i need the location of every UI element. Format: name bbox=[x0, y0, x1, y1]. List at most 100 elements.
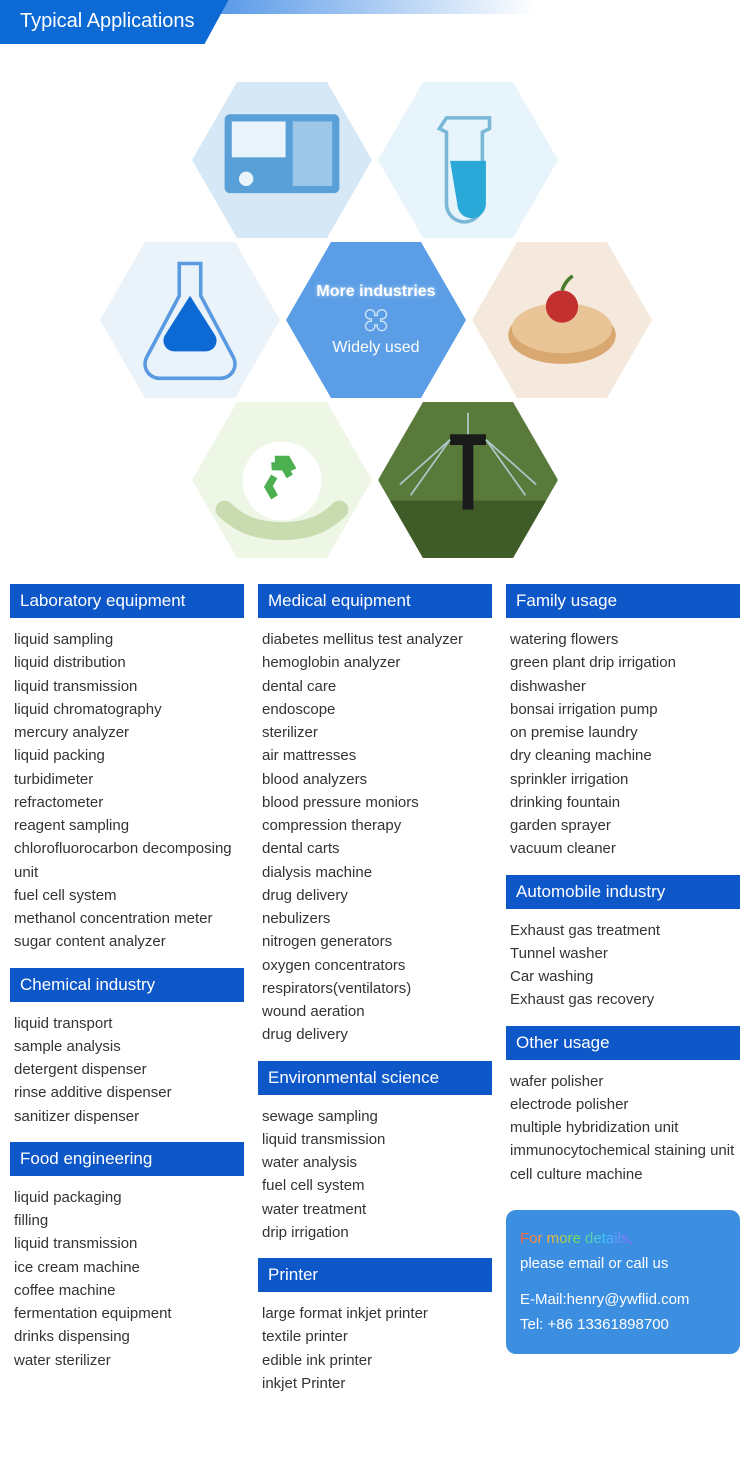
hex-center-line2: Widely used bbox=[332, 339, 419, 357]
hex-image-beaker bbox=[378, 82, 558, 238]
section-list: diabetes mellitus test analyzerhemoglobi… bbox=[258, 626, 492, 1061]
list-item: oxygen concentrators bbox=[262, 954, 488, 977]
list-item: respirators(ventilators) bbox=[262, 977, 488, 1000]
list-item: nebulizers bbox=[262, 907, 488, 930]
list-item: watering flowers bbox=[510, 628, 736, 651]
list-item: detergent dispenser bbox=[14, 1058, 240, 1081]
contact-cta-line1: For more details, bbox=[520, 1230, 633, 1247]
list-item: liquid chromatography bbox=[14, 698, 240, 721]
list-item: inkjet Printer bbox=[262, 1372, 488, 1395]
list-item: liquid packing bbox=[14, 744, 240, 767]
list-item: refractometer bbox=[14, 791, 240, 814]
list-item: dishwasher bbox=[510, 675, 736, 698]
list-item: immunocytochemical staining unit bbox=[510, 1139, 736, 1162]
list-item: liquid transport bbox=[14, 1012, 240, 1035]
list-item: Car washing bbox=[510, 965, 736, 988]
list-item: dry cleaning machine bbox=[510, 744, 736, 767]
list-item: drinking fountain bbox=[510, 791, 736, 814]
applications-columns: Laboratory equipmentliquid samplingliqui… bbox=[0, 584, 750, 1429]
section-list: liquid samplingliquid distributionliquid… bbox=[10, 626, 244, 968]
section-header: Chemical industry bbox=[10, 968, 244, 1002]
list-item: on premise laundry bbox=[510, 721, 736, 744]
list-item: multiple hybridization unit bbox=[510, 1116, 736, 1139]
list-item: dental carts bbox=[262, 837, 488, 860]
section-list: Exhaust gas treatmentTunnel washerCar wa… bbox=[506, 917, 740, 1026]
hex-image-sprinkler bbox=[378, 402, 558, 558]
section-header: Laboratory equipment bbox=[10, 584, 244, 618]
list-item: vacuum cleaner bbox=[510, 837, 736, 860]
section-header: Food engineering bbox=[10, 1142, 244, 1176]
list-item: turbidimeter bbox=[14, 768, 240, 791]
list-item: water analysis bbox=[262, 1151, 488, 1174]
list-item: fuel cell system bbox=[262, 1174, 488, 1197]
list-item: sterilizer bbox=[262, 721, 488, 744]
list-item: endoscope bbox=[262, 698, 488, 721]
list-item: sewage sampling bbox=[262, 1105, 488, 1128]
list-item: chlorofluorocarbon decomposing unit bbox=[14, 837, 240, 884]
list-item: wound aeration bbox=[262, 1000, 488, 1023]
section-header: Environmental science bbox=[258, 1061, 492, 1095]
hex-center-line1: More industries bbox=[316, 283, 435, 301]
link-icon bbox=[362, 305, 390, 333]
list-item: reagent sampling bbox=[14, 814, 240, 837]
contact-email: E-Mail:henry@ywflid.com bbox=[520, 1287, 726, 1313]
list-item: electrode polisher bbox=[510, 1093, 736, 1116]
list-item: Tunnel washer bbox=[510, 942, 736, 965]
list-item: rinse additive dispenser bbox=[14, 1081, 240, 1104]
hex-image-flask bbox=[100, 242, 280, 398]
page-header: Typical Applications bbox=[0, 0, 750, 44]
list-item: sample analysis bbox=[14, 1035, 240, 1058]
hex-center: More industries Widely used bbox=[286, 242, 466, 398]
section-header: Automobile industry bbox=[506, 875, 740, 909]
contact-tel: Tel: +86 13361898700 bbox=[520, 1312, 726, 1338]
section-header: Medical equipment bbox=[258, 584, 492, 618]
list-item: drug delivery bbox=[262, 1023, 488, 1046]
list-item: large format inkjet printer bbox=[262, 1302, 488, 1325]
hex-image-medical-monitor bbox=[192, 82, 372, 238]
section-header: Printer bbox=[258, 1258, 492, 1292]
list-item: sprinkler irrigation bbox=[510, 768, 736, 791]
section-list: watering flowersgreen plant drip irrigat… bbox=[506, 626, 740, 875]
list-item: nitrogen generators bbox=[262, 930, 488, 953]
page-title: Typical Applications bbox=[0, 0, 229, 44]
list-item: sugar content analyzer bbox=[14, 930, 240, 953]
list-item: dialysis machine bbox=[262, 861, 488, 884]
list-item: textile printer bbox=[262, 1325, 488, 1348]
section-list: sewage samplingliquid transmissionwater … bbox=[258, 1103, 492, 1259]
column-2: Family usage watering flowersgreen plant … bbox=[506, 584, 740, 1354]
list-item: drinks dispensing bbox=[14, 1325, 240, 1348]
list-item: compression therapy bbox=[262, 814, 488, 837]
section-list: liquid packagingfillingliquid transmissi… bbox=[10, 1184, 244, 1386]
hexagon-cluster: More industries Widely used bbox=[0, 54, 750, 584]
section-header: Other usage bbox=[506, 1026, 740, 1060]
section-list: liquid transportsample analysisdetergent… bbox=[10, 1010, 244, 1142]
header-gradient bbox=[219, 0, 750, 14]
list-item: blood pressure moniors bbox=[262, 791, 488, 814]
list-item: fuel cell system bbox=[14, 884, 240, 907]
list-item: liquid transmission bbox=[14, 675, 240, 698]
list-item: cell culture machine bbox=[510, 1163, 736, 1186]
list-item: blood analyzers bbox=[262, 768, 488, 791]
hex-image-food bbox=[472, 242, 652, 398]
list-item: edible ink printer bbox=[262, 1349, 488, 1372]
list-item: liquid sampling bbox=[14, 628, 240, 651]
list-item: mercury analyzer bbox=[14, 721, 240, 744]
list-item: Exhaust gas recovery bbox=[510, 988, 736, 1011]
list-item: diabetes mellitus test analyzer bbox=[262, 628, 488, 651]
list-item: water sterilizer bbox=[14, 1349, 240, 1372]
list-item: hemoglobin analyzer bbox=[262, 651, 488, 674]
section-list: large format inkjet printertextile print… bbox=[258, 1300, 492, 1409]
list-item: liquid transmission bbox=[262, 1128, 488, 1151]
hex-image-recycle bbox=[192, 402, 372, 558]
list-item: liquid packaging bbox=[14, 1186, 240, 1209]
list-item: garden sprayer bbox=[510, 814, 736, 837]
contact-cta-line2: please email or call us bbox=[520, 1251, 726, 1277]
list-item: Exhaust gas treatment bbox=[510, 919, 736, 942]
contact-box: For more details, please email or call us… bbox=[506, 1210, 740, 1354]
section-header: Family usage bbox=[506, 584, 740, 618]
list-item: ice cream machine bbox=[14, 1256, 240, 1279]
list-item: green plant drip irrigation bbox=[510, 651, 736, 674]
list-item: dental care bbox=[262, 675, 488, 698]
list-item: drug delivery bbox=[262, 884, 488, 907]
list-item: air mattresses bbox=[262, 744, 488, 767]
